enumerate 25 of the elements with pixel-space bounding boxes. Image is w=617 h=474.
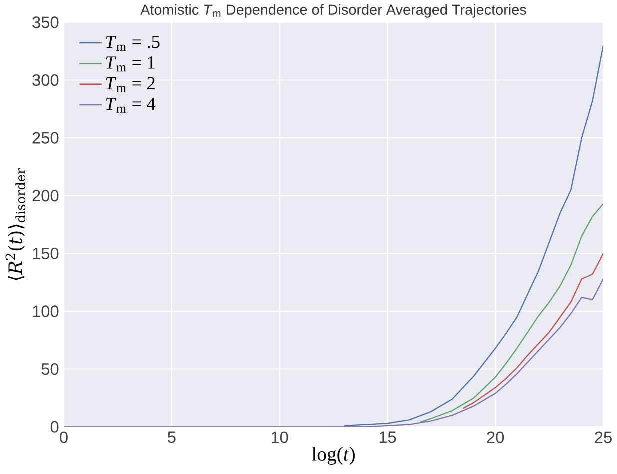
y-tick-label: 50 [42,363,59,375]
x-tick-label: 10 [272,432,288,444]
y-tick-label: 200 [32,190,59,202]
y-tick-label: 250 [32,132,59,144]
x-tick-label: 25 [595,432,612,444]
line-series [419,203,604,423]
x-tick-label: 20 [487,432,504,444]
y-tick-label: 350 [32,16,59,28]
x-tick-label: 5 [168,432,176,444]
legend-label: T$_{m}$ = 2 [106,77,155,92]
x-tick-label: 15 [380,432,396,444]
y-tick-label: 150 [33,248,59,260]
legend-label: T$_{m}$ = .5 [106,36,160,51]
legend-label: T$_{m}$ = 1 [106,56,155,72]
legend-label: T$_{m}$ = 4 [106,98,156,113]
x-tick-label: 0 [60,432,68,444]
y-tick-label: 300 [32,74,59,86]
y-tick-label: 100 [33,306,59,318]
y-axis-title: ⟨R$^{2}$(t)⟩$_{disorder}$ [6,168,26,280]
chart-title: Atomistic T$_{m}$ Dependence of Disorder Averaged Trajectories [140,4,526,18]
line-series [64,278,604,427]
line-series [462,252,604,410]
y-tick-label: 0 [50,421,59,433]
line-series [344,44,604,426]
x-axis-title: log(t) [312,446,355,465]
